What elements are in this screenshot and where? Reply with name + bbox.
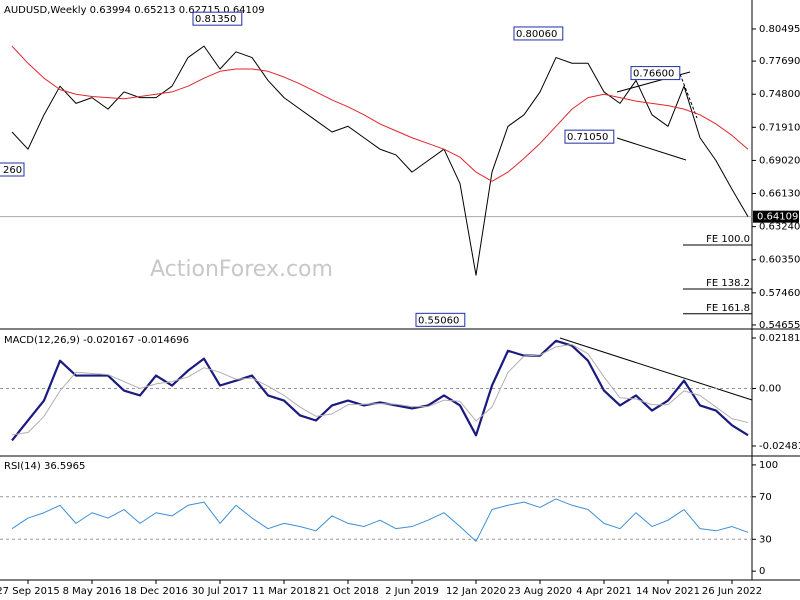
fe-label: FE 161.8	[706, 303, 750, 314]
price-annotation: 0.55060	[418, 315, 459, 326]
chart-title: AUDUSD,Weekly 0.63994 0.65213 0.62715 0.…	[4, 5, 265, 16]
last-price-box	[753, 210, 799, 223]
series-line	[11, 45, 749, 182]
x-tick-label: 23 Aug 2020	[508, 586, 572, 597]
y-tick-label: 0.60350	[759, 255, 800, 266]
panel-title: RSI(14) 36.5965	[4, 461, 85, 472]
x-tick-label: 4 Apr 2021	[576, 586, 631, 597]
y-tick-label: 0.69020	[759, 155, 800, 166]
y-tick-label: 70	[759, 492, 772, 503]
panel-title: MACD(12,26,9) -0.020167 -0.014696	[4, 335, 189, 346]
y-tick-label: 0.63240	[759, 222, 800, 233]
fe-label: FE 138.2	[706, 278, 750, 289]
y-tick-label: 0.54655	[759, 320, 800, 331]
trendline	[616, 137, 687, 161]
y-tick-label: 0.00	[759, 384, 781, 395]
y-tick-label: 0.66130	[759, 189, 800, 200]
price-annotation-box	[564, 129, 615, 144]
x-tick-label: 8 May 2016	[63, 586, 122, 597]
x-tick-label: 21 Oct 2018	[317, 586, 379, 597]
x-tick-label: 30 Jul 2017	[192, 586, 249, 597]
y-tick-label: 0.57460	[759, 288, 800, 299]
price-annotation-box	[630, 66, 681, 81]
price-annotation-box	[415, 312, 466, 327]
price-annotation-box	[192, 11, 243, 26]
x-tick-label: 12 Jan 2020	[446, 586, 506, 597]
clipped-annotation: 260	[3, 165, 22, 176]
y-tick-label: 0.71910	[759, 122, 800, 133]
series-line	[11, 45, 749, 276]
x-tick-label: 18 Dec 2016	[124, 586, 188, 597]
last-price-label: 0.64109	[757, 212, 798, 223]
price-annotation-box	[513, 26, 564, 41]
price-annotation: 0.81350	[195, 14, 236, 25]
fe-label: FE 100.0	[706, 234, 750, 245]
trendline	[559, 337, 753, 401]
x-tick-label: 2 Jun 2019	[385, 586, 439, 597]
x-tick-label: 27 Sep 2015	[0, 586, 60, 597]
y-tick-label: 100	[759, 460, 778, 471]
clipped-annotation-box	[0, 162, 25, 177]
x-tick-label: 14 Nov 2021	[636, 586, 700, 597]
y-tick-label: 30	[759, 534, 772, 545]
price-annotation: 0.76600	[633, 69, 674, 80]
x-tick-label: 26 Jun 2022	[702, 586, 762, 597]
y-tick-label: 0	[759, 566, 765, 577]
y-tick-label: 0.77690	[759, 56, 800, 67]
series-line	[11, 344, 749, 436]
price-annotation: 0.71050	[567, 132, 608, 143]
y-tick-label: -0.024819	[759, 441, 800, 452]
series-line	[11, 498, 749, 542]
price-annotation: 0.80060	[516, 29, 557, 40]
y-tick-label: 0.021813	[759, 333, 800, 344]
series-line	[11, 339, 749, 442]
y-tick-label: 0.74800	[759, 89, 800, 100]
trendline	[679, 73, 698, 119]
watermark: ActionForex.com	[150, 257, 333, 282]
y-tick-label: 0.80495	[759, 24, 800, 35]
x-tick-label: 11 Mar 2018	[252, 586, 315, 597]
